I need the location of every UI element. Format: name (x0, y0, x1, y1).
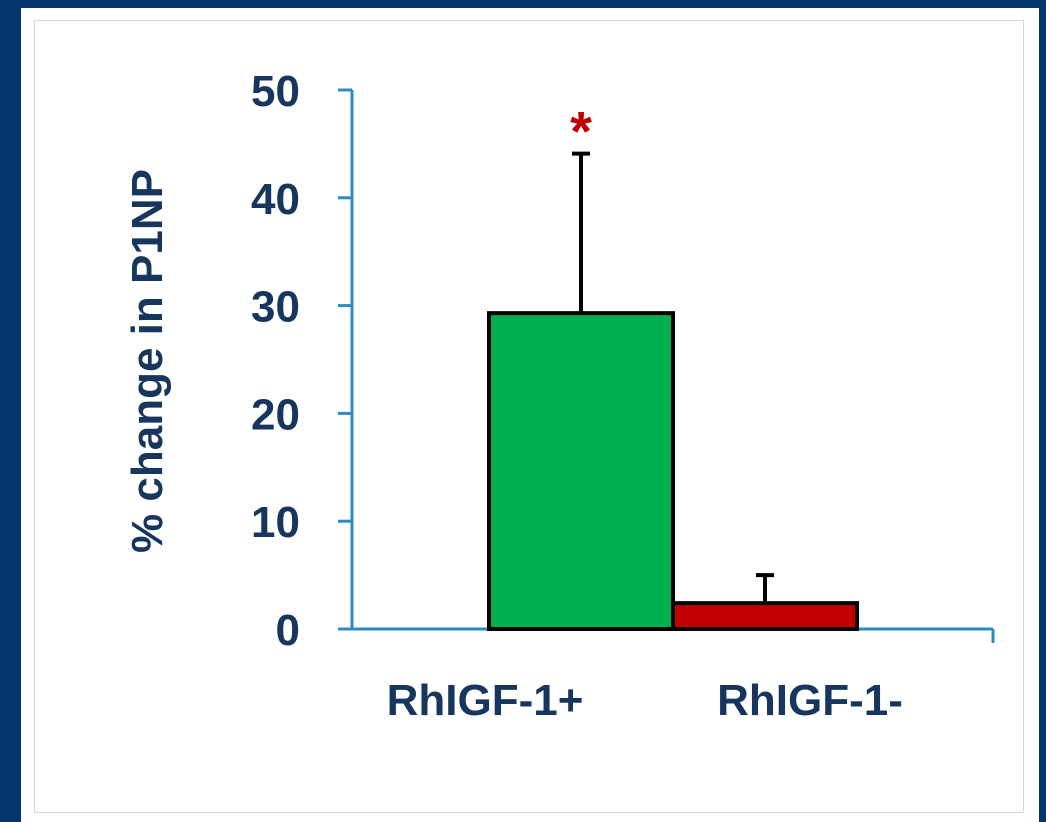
bar-2 (671, 601, 859, 631)
y-tick-label-40: 40 (251, 175, 300, 224)
x-axis (338, 627, 995, 643)
chart-border (34, 20, 1024, 813)
bars (487, 311, 859, 631)
error-bars (572, 151, 774, 604)
y-axis-title: % change in P1NP (123, 169, 172, 553)
y-tick-label-10: 10 (251, 498, 300, 547)
y-tick-label-30: 30 (251, 283, 300, 332)
category-label-2: RhIGF-1- (717, 676, 903, 725)
category-label-1: RhIGF-1+ (387, 676, 584, 725)
bar-1 (487, 311, 675, 631)
y-tick-label-20: 20 (251, 390, 300, 439)
y-tick-label-0: 0 (276, 606, 300, 655)
y-axis (338, 88, 354, 631)
y-tick-label-50: 50 (251, 67, 300, 116)
labels: 0 10 20 30 40 50 RhIGF-1+ RhIGF-1- * (251, 67, 903, 725)
significance-star-1: * (570, 100, 592, 163)
